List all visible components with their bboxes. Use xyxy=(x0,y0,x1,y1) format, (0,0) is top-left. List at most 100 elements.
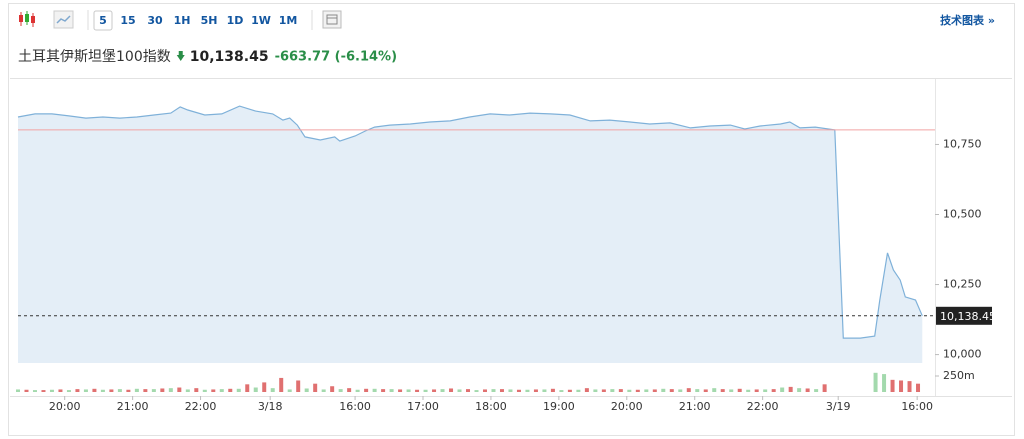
plot: 10,000 10,250 10,500 10,750 20:00 21:00 22:00 3… xyxy=(16,105,996,413)
volume-bar xyxy=(805,388,810,392)
volume-bar xyxy=(661,388,666,392)
x-tick-label: 20:00 xyxy=(49,400,81,413)
volume-bar xyxy=(508,389,513,392)
active-interval-box xyxy=(93,10,113,31)
volume-bar xyxy=(381,389,386,392)
area-icon[interactable] xyxy=(53,10,74,29)
volume-bar xyxy=(763,389,768,392)
volume-bar xyxy=(610,389,615,392)
interval-button[interactable]: 1W xyxy=(251,14,271,27)
volume-bar xyxy=(126,389,131,392)
volume-bar xyxy=(491,389,496,392)
volume-bar xyxy=(882,374,887,392)
x-tick-label: 19:00 xyxy=(543,400,575,413)
volume-bar xyxy=(771,389,776,392)
volume-bar xyxy=(601,389,606,392)
volume-bar xyxy=(457,389,462,392)
interval-button[interactable]: 1M xyxy=(279,14,298,27)
last-price-label: 10,138.45 xyxy=(940,310,996,323)
volume-bar xyxy=(58,389,63,392)
volume-bar xyxy=(678,389,683,392)
volume-bar xyxy=(270,388,275,392)
volume-bar xyxy=(228,388,233,392)
interval-button[interactable]: 15 xyxy=(120,14,135,27)
volume-bar xyxy=(542,389,547,392)
volume-bar xyxy=(24,389,29,392)
interval-button[interactable]: 30 xyxy=(147,14,163,27)
volume-bar xyxy=(389,389,394,392)
volume-bar xyxy=(822,384,827,392)
interval-button[interactable]: 1D xyxy=(227,14,244,27)
volume-bar xyxy=(92,388,97,392)
volume-bar xyxy=(177,387,182,392)
index-name: 土耳其伊斯坦堡100指数 xyxy=(18,49,171,65)
volume-bar xyxy=(644,389,649,392)
x-tick-label: 3/18 xyxy=(258,400,283,413)
volume-bar xyxy=(49,389,54,392)
volume-bar xyxy=(576,389,581,392)
volume-bar xyxy=(737,388,742,392)
x-tick-label: 18:00 xyxy=(475,400,507,413)
x-tick-label: 22:00 xyxy=(747,400,779,413)
interval-button[interactable]: 5 xyxy=(99,14,107,27)
y-tick-label: 10,000 xyxy=(943,348,982,361)
volume-bar xyxy=(432,389,437,392)
volume-bar xyxy=(559,390,564,392)
y-tick-label: 10,750 xyxy=(943,137,982,150)
volume-bar xyxy=(134,388,139,392)
volume-bar xyxy=(550,388,555,392)
settings-icon[interactable] xyxy=(322,10,342,29)
volume-bar xyxy=(466,389,471,392)
volume-bar xyxy=(236,388,241,392)
volume-bar xyxy=(499,389,504,392)
volume-bar xyxy=(516,389,521,392)
last-price: 10,138.45 xyxy=(190,49,269,65)
volume-bar xyxy=(262,382,267,392)
y-tick-label: 10,500 xyxy=(943,207,982,220)
volume-bar xyxy=(449,388,454,392)
volume-bar xyxy=(780,387,785,392)
volume-bar xyxy=(729,389,734,392)
volume-bar xyxy=(712,388,717,392)
volume-bar xyxy=(703,389,708,392)
x-tick-label: 16:00 xyxy=(339,400,371,413)
volume-bar xyxy=(398,389,403,392)
interval-button[interactable]: 1H xyxy=(174,14,191,27)
volume-bar xyxy=(593,389,598,392)
volume-bar xyxy=(83,389,88,392)
x-tick-label: 3/19 xyxy=(826,400,851,413)
volume-bar xyxy=(890,379,895,392)
last-price-box xyxy=(936,306,992,325)
y-tick-label: 10,250 xyxy=(943,278,982,291)
volume-bar xyxy=(32,390,37,392)
volume-bar xyxy=(567,389,572,392)
volume-bar xyxy=(75,389,80,392)
candle-icon[interactable] xyxy=(19,11,35,27)
technical-chart-link[interactable]: 技术图表 » xyxy=(940,13,995,27)
volume-bar xyxy=(117,389,122,392)
interval-button[interactable]: 5H xyxy=(201,14,218,27)
volume-bar xyxy=(788,386,793,392)
volume-bar xyxy=(304,388,309,392)
price-change: -663.77 (-6.14%) xyxy=(275,50,397,65)
volume-bar xyxy=(100,389,105,392)
volume-bar xyxy=(287,389,292,392)
volume-bar xyxy=(364,388,369,392)
volume-bar xyxy=(211,389,216,392)
volume-bar xyxy=(482,389,487,392)
volume-bar xyxy=(41,390,46,392)
volume-bar xyxy=(440,389,445,392)
volume-bar xyxy=(423,389,428,392)
volume-bar xyxy=(916,383,921,392)
volume-bar xyxy=(313,383,318,392)
volume-bar xyxy=(372,388,377,392)
volume-bar xyxy=(66,390,71,392)
volume-tick-label: 250m xyxy=(943,369,975,382)
area-fill xyxy=(18,106,923,363)
volume-bar xyxy=(695,389,700,392)
volume-bar xyxy=(635,389,640,392)
volume-bar xyxy=(686,388,691,392)
volume-bar xyxy=(754,389,759,392)
x-tick-label: 21:00 xyxy=(117,400,149,413)
